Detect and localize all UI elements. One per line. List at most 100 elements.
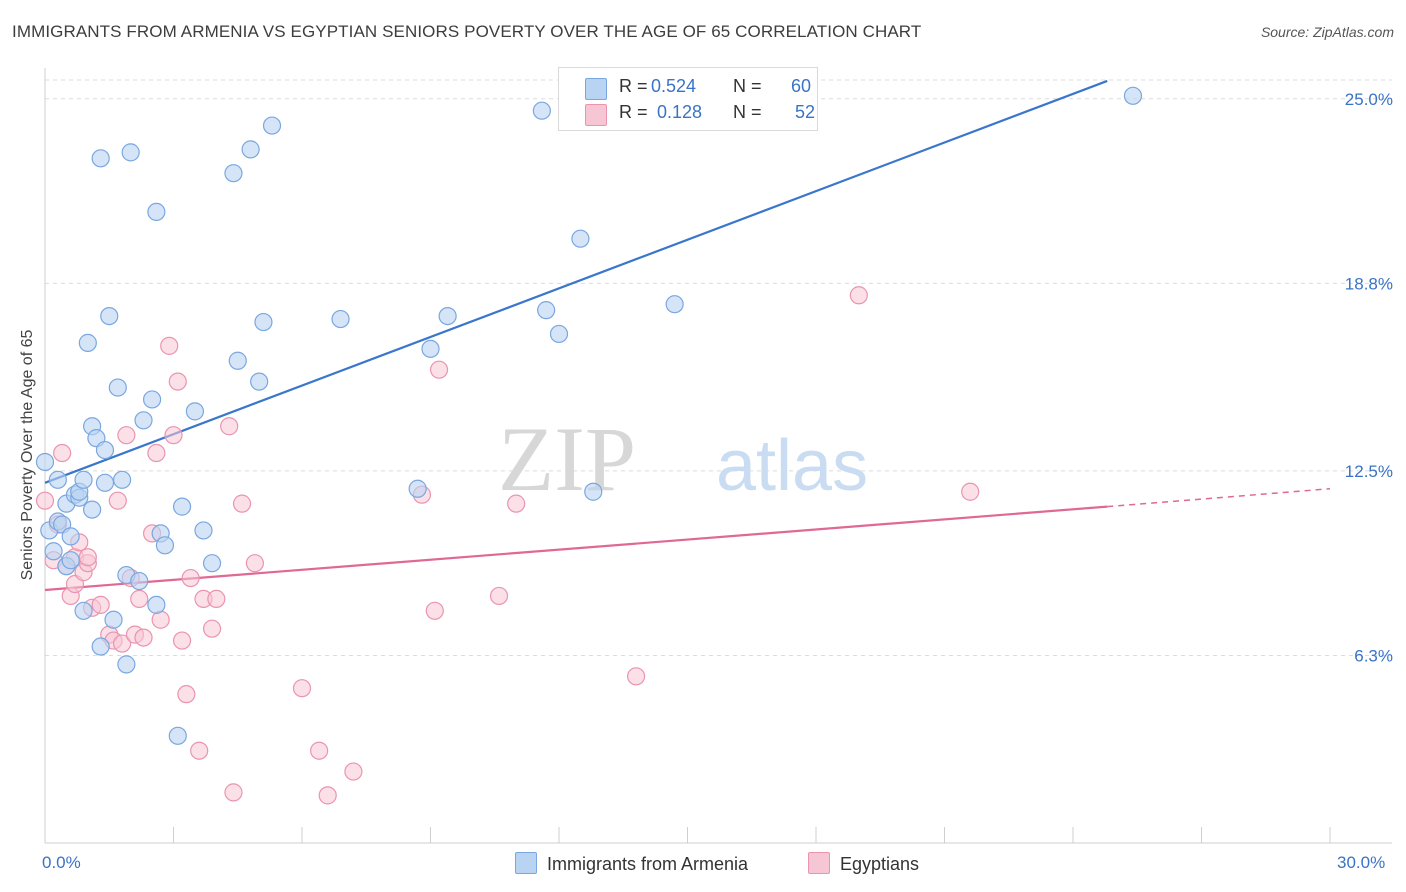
- point-egyptians: [53, 443, 72, 463]
- legend-label-armenia: Immigrants from Armenia: [547, 854, 749, 874]
- legend-r-label: R =: [619, 76, 648, 96]
- legend-item-armenia[interactable]: Immigrants from Armenia: [515, 852, 748, 875]
- y-tick-label: 18.8%: [1345, 274, 1393, 293]
- point-armenia: [130, 571, 149, 591]
- point-egyptians: [35, 491, 55, 510]
- y-tick-label: 6.3%: [1354, 646, 1393, 665]
- point-armenia: [134, 411, 153, 430]
- point-armenia: [438, 307, 457, 326]
- point-armenia: [421, 339, 440, 358]
- point-armenia: [155, 536, 175, 555]
- point-egyptians: [130, 589, 149, 608]
- point-armenia: [571, 229, 590, 248]
- point-armenia: [250, 372, 269, 391]
- point-armenia: [142, 390, 162, 409]
- x-tick-max: 30.0%: [1337, 853, 1386, 872]
- legend-r-value: 0.524: [651, 76, 697, 96]
- point-armenia: [1123, 86, 1143, 105]
- point-egyptians: [108, 491, 127, 510]
- point-egyptians: [626, 667, 646, 686]
- point-egyptians: [425, 601, 444, 620]
- point-armenia: [44, 542, 63, 561]
- egyptians-points: [35, 286, 980, 805]
- point-armenia: [74, 470, 93, 489]
- trend-line-egyptians-extension: [1107, 488, 1331, 508]
- point-egyptians: [292, 679, 312, 698]
- point-armenia: [168, 726, 187, 745]
- y-tick-label: 25.0%: [1345, 90, 1393, 109]
- point-armenia: [61, 527, 80, 546]
- point-armenia: [117, 655, 136, 674]
- point-armenia: [241, 140, 260, 159]
- watermark: ZIP atlas: [498, 408, 868, 510]
- legend-label-egyptians: Egyptians: [840, 854, 920, 874]
- legend-n-value: 60: [791, 76, 812, 96]
- point-armenia: [254, 312, 273, 332]
- legend-n-label: N =: [733, 76, 762, 96]
- point-armenia: [104, 610, 123, 629]
- point-armenia: [147, 202, 166, 222]
- point-egyptians: [78, 548, 97, 567]
- point-egyptians: [220, 417, 239, 436]
- point-armenia: [549, 324, 569, 344]
- legend-n-value: 52: [795, 102, 816, 122]
- point-egyptians: [429, 360, 449, 379]
- point-egyptians: [91, 595, 110, 614]
- point-egyptians: [489, 586, 509, 606]
- watermark-zip: ZIP: [498, 408, 636, 510]
- point-armenia: [665, 295, 684, 314]
- point-armenia: [91, 637, 110, 656]
- point-egyptians: [310, 741, 329, 760]
- point-egyptians: [344, 762, 363, 781]
- point-armenia: [74, 601, 93, 620]
- point-armenia: [262, 116, 282, 135]
- point-armenia: [147, 595, 166, 614]
- grid-lines: [45, 79, 1392, 656]
- legend-swatch-egyptians: [808, 852, 830, 874]
- point-egyptians: [177, 685, 196, 704]
- point-egyptians: [160, 336, 179, 355]
- point-armenia: [172, 497, 192, 516]
- legend-swatch-armenia: [585, 78, 607, 100]
- trend-lines: [44, 79, 1331, 592]
- legend-swatch-egyptians: [585, 104, 607, 126]
- point-egyptians: [207, 589, 226, 608]
- trend-line-egyptians: [44, 505, 1108, 592]
- legend-r-label: R =: [619, 102, 648, 122]
- point-armenia: [532, 101, 551, 120]
- point-armenia: [331, 309, 350, 329]
- point-egyptians: [849, 286, 868, 305]
- point-egyptians: [168, 372, 187, 391]
- stats-legend: R = 0.524 N = 60 R = 0.128 N = 52: [558, 67, 818, 131]
- point-egyptians: [117, 426, 136, 445]
- point-armenia: [35, 452, 55, 472]
- point-egyptians: [224, 783, 243, 802]
- watermark-atlas: atlas: [716, 426, 868, 506]
- point-armenia: [112, 470, 132, 489]
- point-egyptians: [232, 494, 252, 513]
- point-armenia: [537, 301, 556, 320]
- point-egyptians: [181, 568, 200, 588]
- point-egyptians: [961, 482, 980, 501]
- point-armenia: [202, 554, 222, 573]
- point-egyptians: [202, 619, 222, 638]
- source-label: Source: ZipAtlas.com: [1260, 24, 1394, 40]
- point-armenia: [121, 143, 140, 162]
- legend-item-egyptians[interactable]: Egyptians: [808, 852, 919, 875]
- trend-line-armenia: [44, 79, 1108, 484]
- point-armenia: [194, 521, 213, 540]
- point-egyptians: [147, 443, 166, 463]
- point-armenia: [78, 333, 97, 352]
- point-egyptians: [507, 494, 526, 513]
- armenia-points: [35, 86, 1143, 745]
- y-tick-labels: 6.3% 12.5% 18.8% 25.0%: [1345, 90, 1393, 666]
- point-egyptians: [318, 786, 337, 805]
- point-egyptians: [112, 634, 132, 653]
- point-armenia: [185, 402, 205, 421]
- point-egyptians: [172, 631, 192, 650]
- point-armenia: [91, 149, 110, 168]
- point-armenia: [95, 440, 115, 460]
- legend-n-label: N =: [733, 102, 762, 122]
- point-egyptians: [164, 426, 183, 445]
